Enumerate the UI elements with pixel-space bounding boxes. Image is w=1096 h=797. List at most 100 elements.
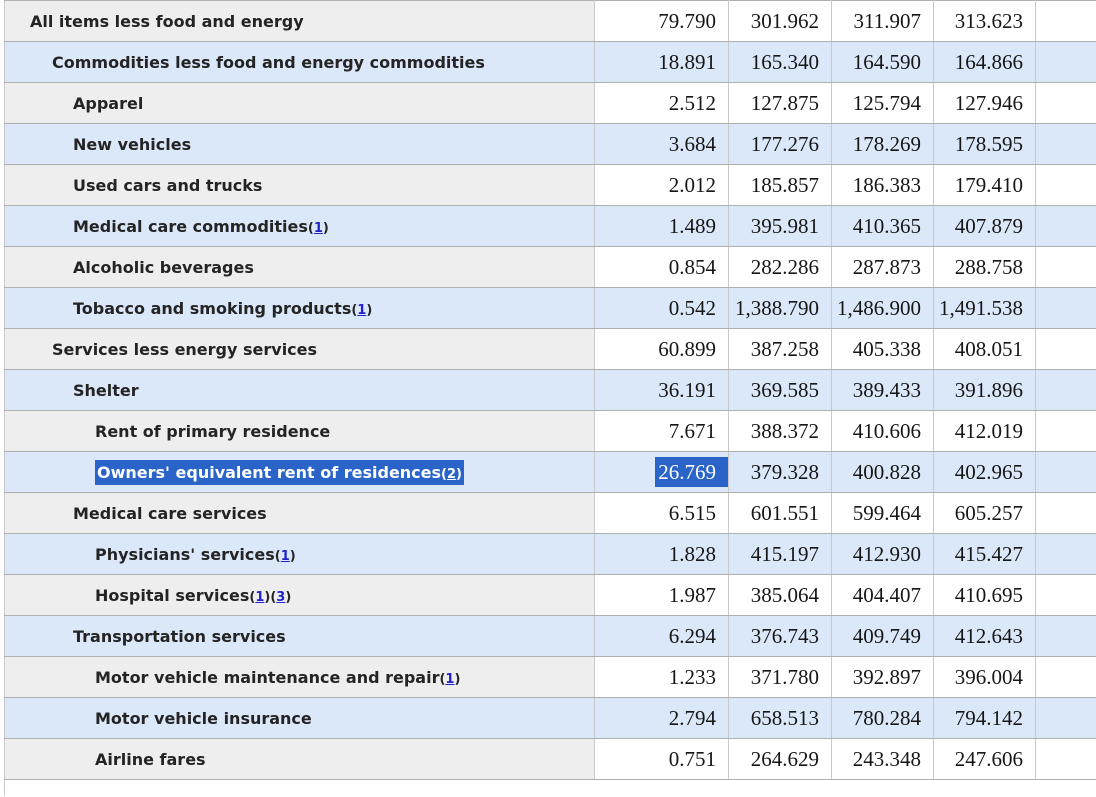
- cell-value: 412.019: [954, 418, 1023, 443]
- value-cell-4: 415.427: [933, 533, 1036, 575]
- row-label: Used cars and trucks: [73, 175, 263, 195]
- footnote-ref: (1): [351, 302, 373, 318]
- cell-value: 247.606: [954, 746, 1023, 771]
- table-row: Used cars and trucks 2.012 185.857 186.3…: [4, 164, 1096, 206]
- value-cell-3: 404.407: [831, 574, 934, 616]
- footnote-ref: (3): [270, 589, 292, 605]
- value-cell-2: 369.585: [728, 369, 832, 411]
- label-wrap: Tobacco and smoking products(1): [73, 299, 372, 318]
- blank-cell: [1035, 328, 1096, 370]
- cpi-table: All items less food and energy 79.790 30…: [4, 0, 1096, 780]
- cell-value: 2.794: [668, 705, 716, 730]
- value-cell-1: 6.515: [594, 492, 729, 534]
- cell-value: 410.365: [852, 213, 921, 238]
- table-row: Hospital services(1)(3) 1.987 385.064 40…: [4, 574, 1096, 616]
- value-cell-3: 412.930: [831, 533, 934, 575]
- value-cell-4: 178.595: [933, 123, 1036, 165]
- value-cell-1: 1.233: [594, 656, 729, 698]
- table-row: Motor vehicle insurance 2.794 658.513 78…: [4, 697, 1096, 739]
- label-wrap: Services less energy services: [52, 340, 317, 359]
- cell-value: 125.794: [852, 90, 921, 115]
- value-cell-1: 0.542: [594, 287, 729, 329]
- cell-value: 301.962: [750, 8, 819, 33]
- category-cell: New vehicles: [4, 123, 595, 165]
- value-cell-3: 389.433: [831, 369, 934, 411]
- footnote-link[interactable]: 3: [276, 589, 286, 605]
- cell-value: 376.743: [750, 623, 819, 648]
- cell-value: 60.899: [658, 336, 716, 361]
- cell-value: 127.875: [750, 90, 819, 115]
- table-row: Services less energy services 60.899 387…: [4, 328, 1096, 370]
- table-row: Airline fares 0.751 264.629 243.348 247.…: [4, 738, 1096, 780]
- cpi-data-table: All items less food and energy 79.790 30…: [4, 0, 1096, 796]
- value-cell-3: 164.590: [831, 41, 934, 83]
- value-cell-3: 392.897: [831, 656, 934, 698]
- value-cell-1: 2.012: [594, 164, 729, 206]
- value-cell-1: 0.854: [594, 246, 729, 288]
- row-label: Transportation services: [73, 626, 286, 646]
- footnote-link[interactable]: 1: [313, 220, 323, 236]
- selected-text: Owners' equivalent rent of residences(2): [95, 459, 464, 485]
- table-row: Rent of primary residence 7.671 388.372 …: [4, 410, 1096, 452]
- table-row: New vehicles 3.684 177.276 178.269 178.5…: [4, 123, 1096, 165]
- row-label: Shelter: [73, 380, 139, 400]
- cell-value: 36.191: [658, 377, 716, 402]
- category-cell: Motor vehicle maintenance and repair(1): [4, 656, 595, 698]
- cell-value: 412.643: [954, 623, 1023, 648]
- cell-value: 408.051: [954, 336, 1023, 361]
- table-row: Alcoholic beverages 0.854 282.286 287.87…: [4, 246, 1096, 288]
- value-cell-4: 313.623: [933, 0, 1036, 42]
- table-row: Transportation services 6.294 376.743 40…: [4, 615, 1096, 657]
- table-row: Physicians' services(1) 1.828 415.197 41…: [4, 533, 1096, 575]
- cell-value: 1.233: [668, 664, 716, 689]
- cell-value: 185.857: [750, 172, 819, 197]
- label-wrap: Medical care services: [73, 504, 267, 523]
- cell-value: 287.873: [852, 254, 921, 279]
- value-cell-2: 165.340: [728, 41, 832, 83]
- cell-value: 402.965: [954, 459, 1023, 484]
- value-cell-2: 177.276: [728, 123, 832, 165]
- category-cell: All items less food and energy: [4, 0, 595, 42]
- cell-value: 127.946: [954, 90, 1023, 115]
- footnote-link[interactable]: 2: [447, 466, 457, 482]
- footnote-link[interactable]: 1: [357, 302, 367, 318]
- cell-value: 391.896: [954, 377, 1023, 402]
- cell-value: 409.749: [852, 623, 921, 648]
- value-cell-3: 1,486.900: [831, 287, 934, 329]
- value-cell-1: 2.512: [594, 82, 729, 124]
- cell-value: 1.489: [668, 213, 716, 238]
- value-cell-3: 243.348: [831, 738, 934, 780]
- label-wrap: Motor vehicle maintenance and repair(1): [95, 668, 460, 687]
- value-cell-2: 301.962: [728, 0, 832, 42]
- blank-cell: [1035, 205, 1096, 247]
- category-cell: Physicians' services(1): [4, 533, 595, 575]
- cell-value: 415.427: [954, 541, 1023, 566]
- value-cell-2: 415.197: [728, 533, 832, 575]
- label-wrap: Used cars and trucks: [73, 176, 262, 195]
- table-row: Tobacco and smoking products(1) 0.542 1,…: [4, 287, 1096, 329]
- footnote-link[interactable]: 1: [255, 589, 265, 605]
- footnote-link[interactable]: 1: [280, 548, 290, 564]
- category-cell: Medical care services: [4, 492, 595, 534]
- cell-value: 387.258: [750, 336, 819, 361]
- table-row: Shelter 36.191 369.585 389.433 391.896: [4, 369, 1096, 411]
- cell-value: 0.854: [668, 254, 716, 279]
- value-cell-1: 60.899: [594, 328, 729, 370]
- value-cell-4: 288.758: [933, 246, 1036, 288]
- category-cell: Alcoholic beverages: [4, 246, 595, 288]
- cell-value: 1.987: [668, 582, 716, 607]
- value-cell-2: 371.780: [728, 656, 832, 698]
- value-cell-2: 376.743: [728, 615, 832, 657]
- label-wrap: Motor vehicle insurance: [95, 709, 312, 728]
- cell-value: 164.866: [954, 49, 1023, 74]
- footnote-link[interactable]: 1: [445, 671, 455, 687]
- row-label: Airline fares: [95, 749, 206, 769]
- value-cell-2: 185.857: [728, 164, 832, 206]
- value-cell-1: 1.489: [594, 205, 729, 247]
- cell-value: 313.623: [954, 8, 1023, 33]
- label-wrap: Medical care commodities(1): [73, 217, 329, 236]
- cell-value: 311.907: [853, 8, 921, 33]
- footnote-ref: (1): [274, 548, 296, 564]
- value-cell-4: 412.643: [933, 615, 1036, 657]
- row-label: Medical care commodities: [73, 216, 308, 236]
